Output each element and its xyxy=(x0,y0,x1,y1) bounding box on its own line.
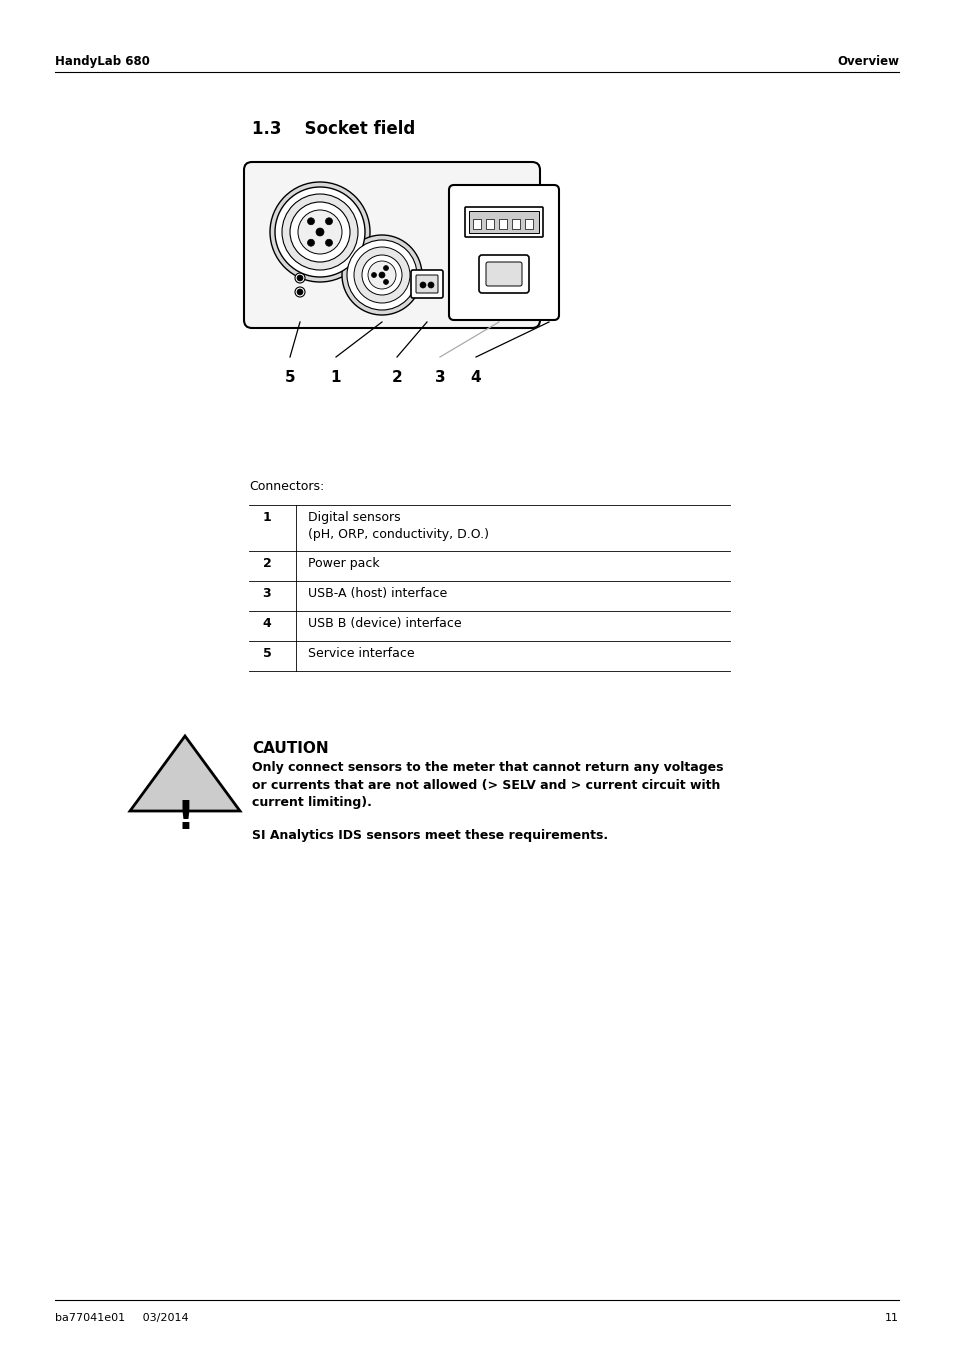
Circle shape xyxy=(294,288,305,297)
Text: 11: 11 xyxy=(884,1314,898,1323)
Text: 1: 1 xyxy=(331,370,341,385)
Bar xyxy=(498,219,506,230)
Circle shape xyxy=(325,239,333,246)
Bar xyxy=(524,219,533,230)
Text: Digital sensors
(pH, ORP, conductivity, D.O.): Digital sensors (pH, ORP, conductivity, … xyxy=(308,512,489,541)
Text: Only connect sensors to the meter that cannot return any voltages
or currents th: Only connect sensors to the meter that c… xyxy=(252,761,722,809)
Circle shape xyxy=(368,261,395,289)
Circle shape xyxy=(347,240,416,310)
Circle shape xyxy=(290,202,350,262)
Circle shape xyxy=(325,217,333,225)
Circle shape xyxy=(428,282,434,288)
Polygon shape xyxy=(130,736,240,811)
Circle shape xyxy=(307,217,314,225)
Text: ba77041e01     03/2014: ba77041e01 03/2014 xyxy=(55,1314,189,1323)
Text: 1.3    Socket field: 1.3 Socket field xyxy=(252,120,415,138)
Text: !: ! xyxy=(176,799,193,837)
FancyBboxPatch shape xyxy=(416,275,437,293)
Text: Connectors:: Connectors: xyxy=(249,481,324,493)
Text: 3: 3 xyxy=(435,370,445,385)
Circle shape xyxy=(361,255,401,296)
Circle shape xyxy=(294,273,305,284)
Circle shape xyxy=(419,282,426,288)
Circle shape xyxy=(296,275,303,281)
Circle shape xyxy=(378,271,385,278)
Text: CAUTION: CAUTION xyxy=(252,741,328,756)
Circle shape xyxy=(296,289,303,296)
Circle shape xyxy=(282,194,357,270)
Text: 5: 5 xyxy=(262,647,271,660)
FancyBboxPatch shape xyxy=(244,162,539,328)
Bar xyxy=(473,219,480,230)
Text: 3: 3 xyxy=(262,587,271,599)
Bar xyxy=(485,219,494,230)
Text: 4: 4 xyxy=(262,617,271,630)
FancyBboxPatch shape xyxy=(485,262,521,286)
Bar xyxy=(512,219,519,230)
Text: 2: 2 xyxy=(392,370,402,385)
FancyBboxPatch shape xyxy=(478,255,529,293)
Text: Service interface: Service interface xyxy=(308,647,415,660)
Bar xyxy=(469,211,538,234)
Circle shape xyxy=(383,279,388,285)
Text: Power pack: Power pack xyxy=(308,558,379,570)
Circle shape xyxy=(270,182,370,282)
Circle shape xyxy=(297,211,341,254)
Circle shape xyxy=(354,247,410,302)
Circle shape xyxy=(383,266,388,270)
Circle shape xyxy=(341,235,421,315)
Text: 5: 5 xyxy=(284,370,295,385)
Text: Overview: Overview xyxy=(836,55,898,68)
Circle shape xyxy=(371,273,376,278)
Circle shape xyxy=(307,239,314,246)
Circle shape xyxy=(315,228,324,236)
Circle shape xyxy=(274,188,365,277)
Text: HandyLab 680: HandyLab 680 xyxy=(55,55,150,68)
FancyBboxPatch shape xyxy=(464,207,542,238)
Text: USB B (device) interface: USB B (device) interface xyxy=(308,617,461,630)
Text: SI Analytics IDS sensors meet these requirements.: SI Analytics IDS sensors meet these requ… xyxy=(252,829,607,842)
Text: USB-A (host) interface: USB-A (host) interface xyxy=(308,587,447,599)
FancyBboxPatch shape xyxy=(449,185,558,320)
Text: 4: 4 xyxy=(470,370,481,385)
FancyBboxPatch shape xyxy=(411,270,442,298)
Text: 1: 1 xyxy=(262,512,271,524)
Text: 2: 2 xyxy=(262,558,271,570)
